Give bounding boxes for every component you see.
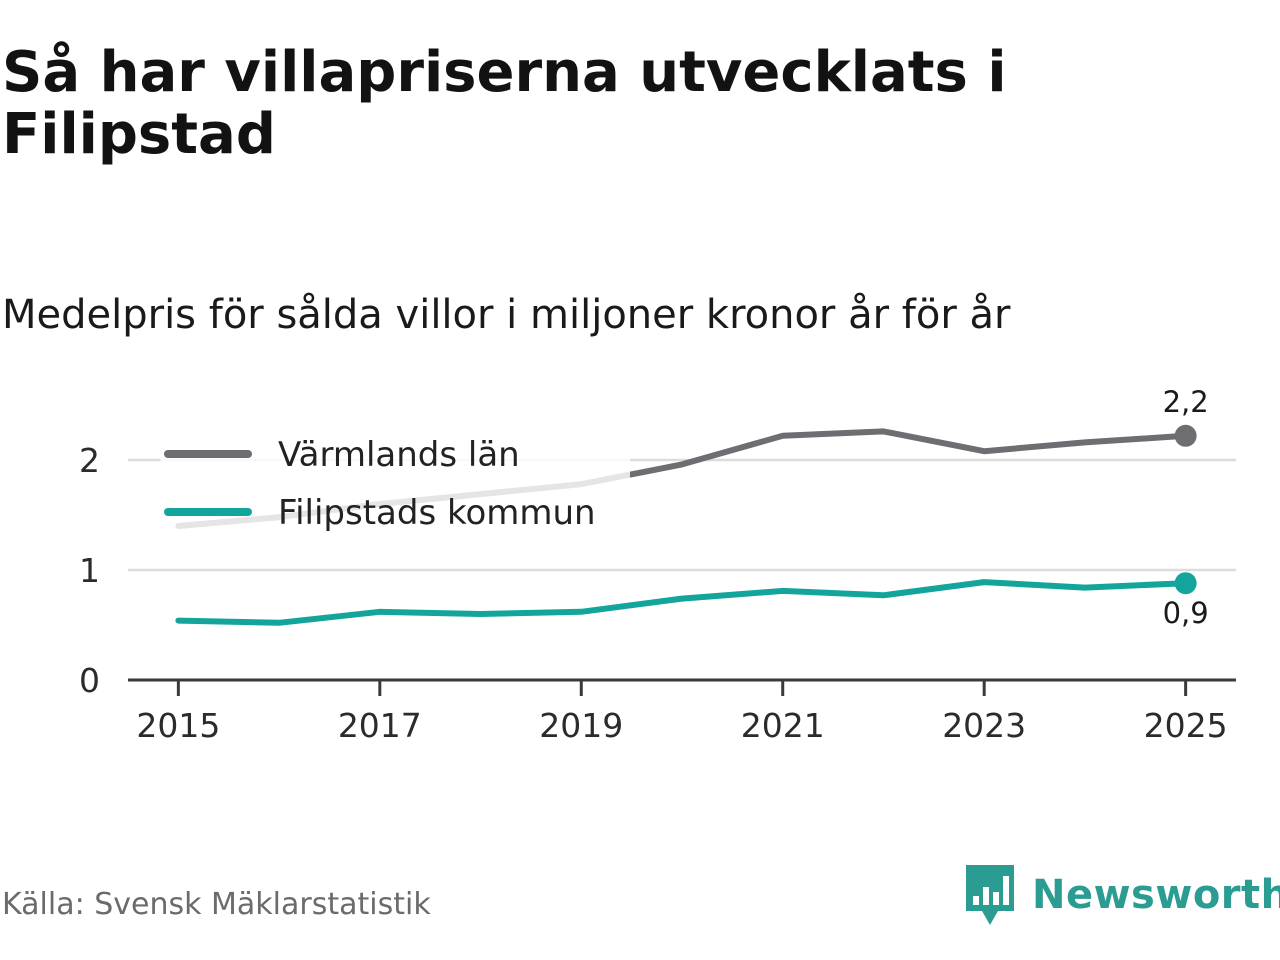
x-axis-labels: 2015 2017 2019 2021 2023 2025 [136, 706, 1227, 745]
legend-item-label: Värmlands län [278, 435, 520, 475]
series-endpoint-0 [1174, 424, 1197, 447]
y-tick-label: 1 [79, 551, 100, 590]
series-end-label: 2,2 [1163, 385, 1209, 419]
line-chart: 0 1 2 2015 2017 2019 2021 2023 2025 Värmlands l… [79, 385, 1236, 745]
brand-name: Newsworthy [1032, 872, 1280, 918]
x-axis [128, 678, 1236, 696]
source-note: Källa: Svensk Mäklarstatistik [2, 887, 431, 922]
x-tick-label: 2019 [539, 706, 623, 745]
chart-subtitle: Medelpris för sålda villor i miljoner kr… [2, 292, 1011, 338]
chart-title: Så har villapriserna utvecklats i Filips… [2, 40, 1007, 167]
y-tick-label: 2 [79, 441, 100, 480]
x-tick-label: 2015 [136, 706, 220, 745]
end-labels: 2,2 0,9 [1163, 385, 1209, 630]
x-tick-label: 2021 [741, 706, 825, 745]
legend-item-label: Filipstads kommun [278, 493, 596, 533]
series-line-1 [175, 579, 1189, 626]
series-end-label: 0,9 [1163, 596, 1209, 630]
brand-logo: Newsworthy [964, 862, 1280, 928]
legend: Värmlands län Filipstads kommun [160, 428, 630, 546]
y-axis-labels: 0 1 2 [79, 441, 100, 700]
x-tick-label: 2023 [942, 706, 1026, 745]
legend-backdrop [160, 428, 630, 546]
y-tick-label: 0 [79, 661, 100, 700]
x-tick-label: 2025 [1144, 706, 1228, 745]
series-endpoint-1 [1174, 572, 1197, 595]
x-tick-label: 2017 [338, 706, 422, 745]
newsworthy-logo-icon [966, 865, 1014, 925]
